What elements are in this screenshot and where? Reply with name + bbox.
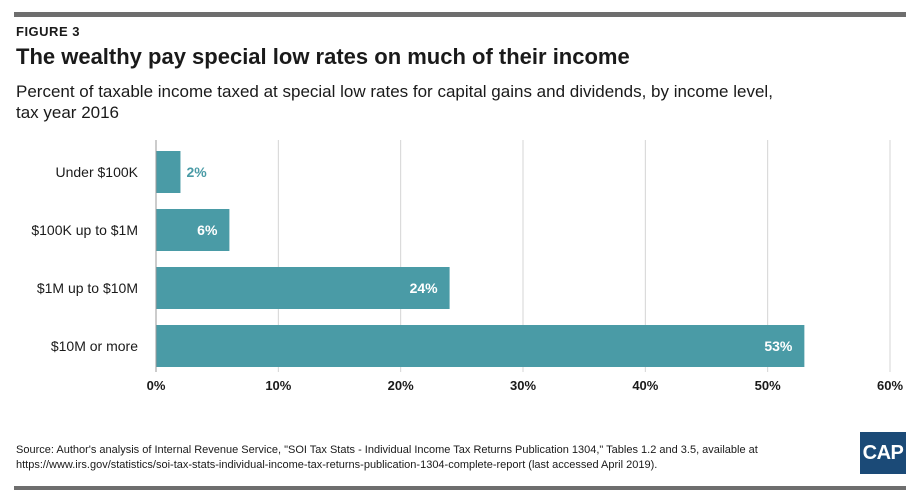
bar: [156, 325, 805, 367]
category-label: Under $100K: [55, 164, 138, 180]
x-tick-label: 50%: [755, 378, 781, 393]
figure-label: FIGURE 3: [16, 24, 80, 39]
x-tick-label: 60%: [877, 378, 903, 393]
category-label: $1M up to $10M: [37, 280, 138, 296]
bar: [156, 151, 181, 193]
bar: [156, 209, 230, 251]
x-tick-label: 20%: [388, 378, 414, 393]
data-label: 2%: [186, 164, 207, 180]
cap-logo: CAP: [860, 432, 906, 474]
bottom-rule: [14, 486, 906, 490]
x-tick-label: 30%: [510, 378, 536, 393]
bar: [156, 267, 450, 309]
source-note: Source: Author's analysis of Internal Re…: [16, 444, 758, 471]
x-tick-label: 0%: [147, 378, 166, 393]
x-tick-label: 10%: [265, 378, 291, 393]
data-label: 6%: [197, 222, 218, 238]
data-label: 24%: [410, 280, 439, 296]
category-label: $10M or more: [51, 338, 138, 354]
chart-title: The wealthy pay special low rates on muc…: [16, 44, 630, 69]
x-tick-label: 40%: [632, 378, 658, 393]
top-rule: [14, 12, 906, 17]
category-label: $100K up to $1M: [31, 222, 138, 238]
chart-subtitle: Percent of taxable income taxed at speci…: [16, 82, 773, 122]
data-label: 53%: [764, 338, 793, 354]
